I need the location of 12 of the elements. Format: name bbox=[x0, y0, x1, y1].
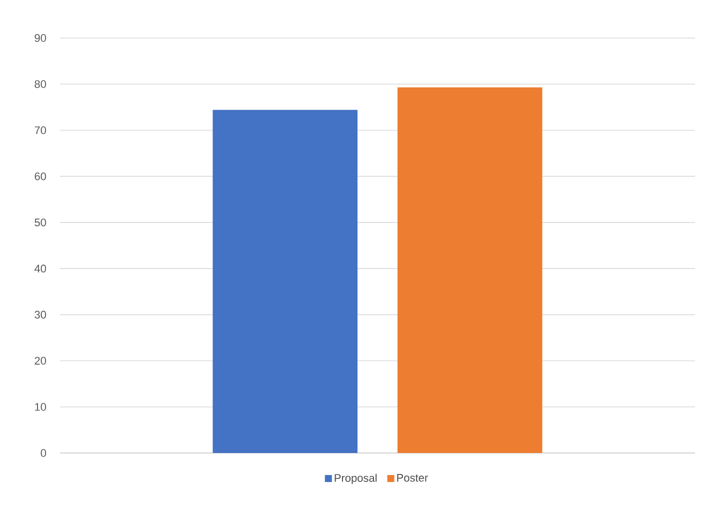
legend-label: Proposal bbox=[334, 474, 377, 484]
y-tick-label: 20 bbox=[34, 356, 46, 365]
y-tick-label: 10 bbox=[35, 403, 46, 411]
y-tick-label: 70 bbox=[34, 126, 46, 134]
y-tick-label: 50 bbox=[34, 218, 46, 226]
y-tick-label: 40 bbox=[34, 264, 46, 272]
y-tick-label: 90 bbox=[34, 34, 46, 42]
y-tick-label: 80 bbox=[34, 80, 46, 88]
legend-label: Poster bbox=[397, 474, 428, 482]
y-tick-label: 30 bbox=[34, 310, 46, 319]
y-tick-label: 0 bbox=[40, 449, 46, 457]
y-tick-label: 60 bbox=[34, 172, 46, 180]
